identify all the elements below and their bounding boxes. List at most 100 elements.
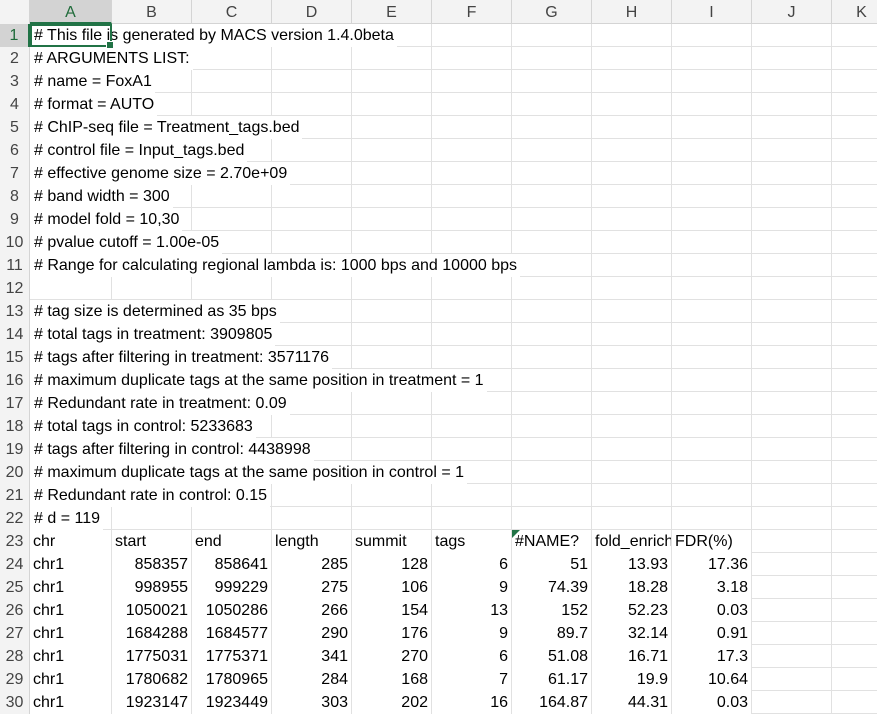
cell-number[interactable]: 128 — [352, 553, 432, 576]
grid-cell[interactable] — [432, 438, 512, 461]
cell-number[interactable]: 270 — [352, 645, 432, 668]
grid-cell[interactable] — [272, 208, 352, 231]
row-header[interactable]: 11 — [0, 254, 30, 277]
grid-cell[interactable] — [432, 24, 512, 47]
row-header[interactable]: 7 — [0, 162, 30, 185]
grid-cell[interactable] — [592, 231, 672, 254]
grid-cell[interactable] — [352, 185, 432, 208]
cell-number[interactable]: 0.03 — [672, 599, 752, 622]
cell-chr[interactable]: chr1 — [30, 599, 112, 622]
cell-number[interactable]: 10.64 — [672, 668, 752, 691]
grid-cell[interactable] — [512, 346, 592, 369]
grid-cell[interactable] — [512, 93, 592, 116]
grid-cell[interactable] — [752, 599, 832, 622]
grid-cell[interactable] — [832, 668, 877, 691]
cell-number[interactable]: 290 — [272, 622, 352, 645]
grid-cell[interactable] — [752, 622, 832, 645]
grid-cell[interactable] — [512, 369, 592, 392]
grid-cell[interactable] — [592, 392, 672, 415]
grid-cell[interactable] — [192, 231, 272, 254]
grid-cell[interactable] — [272, 70, 352, 93]
cell-number[interactable]: 998955 — [112, 576, 192, 599]
grid-cell[interactable] — [352, 139, 432, 162]
cell-number[interactable]: 16 — [432, 691, 512, 714]
grid-cell[interactable] — [432, 461, 512, 484]
column-header-d[interactable]: D — [272, 0, 352, 24]
grid-cell[interactable] — [752, 691, 832, 714]
column-header-j[interactable]: J — [752, 0, 832, 24]
grid-cell[interactable] — [512, 277, 592, 300]
grid-cell[interactable] — [272, 185, 352, 208]
grid-cell[interactable] — [752, 369, 832, 392]
grid-cell[interactable] — [752, 47, 832, 70]
grid-cell[interactable] — [592, 116, 672, 139]
grid-cell[interactable] — [272, 300, 352, 323]
grid-cell[interactable] — [112, 185, 192, 208]
grid-cell[interactable] — [752, 668, 832, 691]
cell-number[interactable]: 0.03 — [672, 691, 752, 714]
cell-number[interactable]: 7 — [432, 668, 512, 691]
grid-cell[interactable] — [752, 208, 832, 231]
grid-cell[interactable] — [272, 507, 352, 530]
cell-number[interactable]: 106 — [352, 576, 432, 599]
cell-number[interactable]: 1684577 — [192, 622, 272, 645]
row-header[interactable]: 12 — [0, 277, 30, 300]
cell-number[interactable]: 341 — [272, 645, 352, 668]
table-header-cell[interactable]: tags — [432, 530, 512, 553]
grid-cell[interactable] — [672, 208, 752, 231]
cell-number[interactable]: 6 — [432, 645, 512, 668]
column-header-b[interactable]: B — [112, 0, 192, 24]
grid-cell[interactable] — [352, 93, 432, 116]
cell-number[interactable]: 858357 — [112, 553, 192, 576]
row-header[interactable]: 4 — [0, 93, 30, 116]
cell-number[interactable]: 284 — [272, 668, 352, 691]
grid-cell[interactable] — [272, 323, 352, 346]
grid-cell[interactable] — [352, 438, 432, 461]
grid-cell[interactable] — [352, 47, 432, 70]
table-header-cell[interactable]: summit — [352, 530, 432, 553]
grid-cell[interactable] — [832, 438, 877, 461]
row-header[interactable]: 20 — [0, 461, 30, 484]
grid-cell[interactable] — [512, 47, 592, 70]
row-header[interactable]: 5 — [0, 116, 30, 139]
cell-number[interactable]: 52.23 — [592, 599, 672, 622]
row-header[interactable]: 3 — [0, 70, 30, 93]
grid-cell[interactable] — [432, 415, 512, 438]
grid-cell[interactable] — [752, 93, 832, 116]
grid-cell[interactable] — [592, 254, 672, 277]
row-header[interactable]: 6 — [0, 139, 30, 162]
grid-cell[interactable] — [272, 139, 352, 162]
grid-cell[interactable] — [592, 323, 672, 346]
grid-cell[interactable] — [832, 507, 877, 530]
grid-cell[interactable] — [512, 185, 592, 208]
row-header[interactable]: 30 — [0, 691, 30, 714]
grid-cell[interactable] — [832, 185, 877, 208]
cell-a-text[interactable]: # Redundant rate in treatment: 0.09 — [30, 392, 290, 415]
grid-cell[interactable] — [592, 300, 672, 323]
grid-cell[interactable] — [512, 231, 592, 254]
grid-cell[interactable] — [352, 70, 432, 93]
cell-number[interactable]: 51.08 — [512, 645, 592, 668]
grid-cell[interactable] — [432, 507, 512, 530]
cell-a-text[interactable]: # control file = Input_tags.bed — [30, 139, 248, 162]
cell-number[interactable]: 61.17 — [512, 668, 592, 691]
grid-cell[interactable] — [432, 116, 512, 139]
grid-cell[interactable] — [672, 93, 752, 116]
grid-cell[interactable] — [112, 93, 192, 116]
row-header[interactable]: 18 — [0, 415, 30, 438]
cell-number[interactable]: 1775371 — [192, 645, 272, 668]
cell-chr[interactable]: chr1 — [30, 576, 112, 599]
grid-cell[interactable] — [832, 162, 877, 185]
grid-cell[interactable] — [752, 645, 832, 668]
grid-cell[interactable] — [512, 461, 592, 484]
grid-cell[interactable] — [832, 231, 877, 254]
grid-cell[interactable] — [832, 277, 877, 300]
grid-cell[interactable] — [272, 93, 352, 116]
grid-cell[interactable] — [752, 70, 832, 93]
cell-a-text[interactable]: # This file is generated by MACS version… — [30, 24, 397, 47]
grid-cell[interactable] — [832, 47, 877, 70]
grid-cell[interactable] — [30, 507, 112, 530]
row-header[interactable]: 25 — [0, 576, 30, 599]
grid-cell[interactable] — [432, 47, 512, 70]
grid-cell[interactable] — [752, 484, 832, 507]
